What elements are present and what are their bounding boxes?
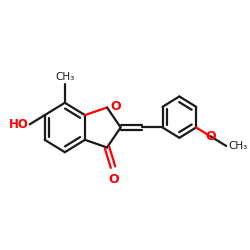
Text: CH₃: CH₃	[228, 141, 248, 151]
Text: O: O	[108, 173, 119, 186]
Text: CH₃: CH₃	[55, 72, 74, 82]
Text: HO: HO	[9, 118, 28, 131]
Text: O: O	[110, 100, 121, 113]
Text: O: O	[206, 130, 216, 143]
